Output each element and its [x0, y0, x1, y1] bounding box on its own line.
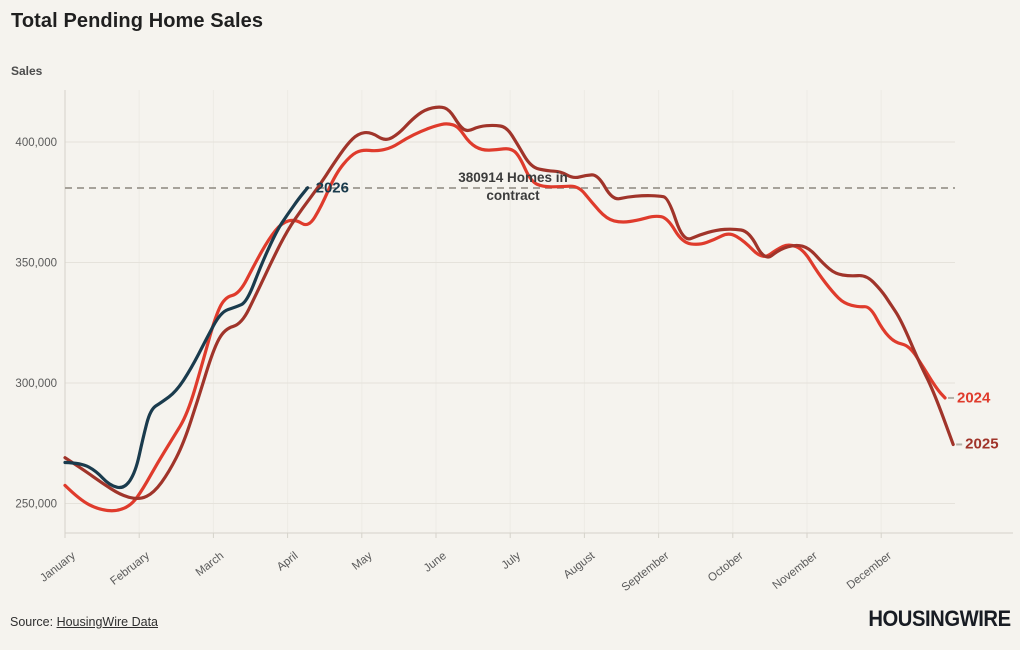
svg-text:January: January — [38, 550, 78, 585]
svg-text:400,000: 400,000 — [15, 137, 57, 149]
svg-text:350,000: 350,000 — [15, 258, 57, 270]
svg-text:February: February — [108, 550, 152, 588]
svg-text:July: July — [500, 550, 524, 572]
series-label-2024: 2024 — [957, 389, 991, 407]
svg-text:250,000: 250,000 — [15, 499, 57, 511]
svg-text:September: September — [620, 550, 672, 594]
svg-text:April: April — [275, 550, 301, 574]
svg-text:June: June — [422, 550, 449, 575]
svg-text:November: November — [771, 550, 820, 592]
svg-text:December: December — [845, 550, 894, 592]
housingwire-logo: HOUSINGWIRE — [868, 606, 1012, 631]
page-title: Total Pending Home Sales — [11, 10, 264, 32]
y-axis-title: Sales — [11, 64, 43, 78]
svg-text:300,000: 300,000 — [15, 378, 57, 390]
series-label-2026: 2026 — [315, 179, 349, 197]
source-note: Source: HousingWire Data — [10, 615, 158, 629]
svg-text:May: May — [350, 550, 375, 573]
series-label-2025: 2025 — [965, 435, 999, 453]
reference-annotation-line1: 380914 Homes in — [458, 170, 568, 185]
svg-text:October: October — [706, 550, 746, 585]
reference-annotation: 380914 Homes in contract — [458, 169, 568, 205]
source-link[interactable]: HousingWire Data — [56, 615, 158, 629]
svg-text:August: August — [562, 549, 598, 581]
reference-annotation-line2: contract — [486, 188, 540, 203]
source-prefix: Source: — [10, 615, 57, 629]
svg-text:March: March — [194, 550, 227, 579]
